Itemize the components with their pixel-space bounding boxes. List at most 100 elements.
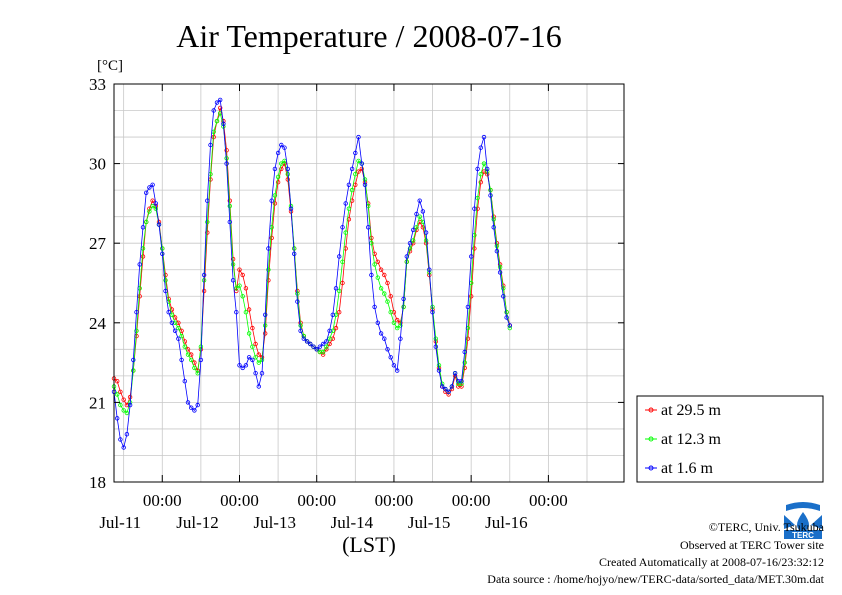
x-tick-date-label: Jul-16 — [485, 513, 528, 532]
series-point-at-1-6-m — [459, 379, 464, 384]
series-point-at-12-3-m — [169, 312, 175, 317]
series-point-at-12-3-m — [481, 161, 487, 166]
series-point-at-29-5-m — [375, 259, 380, 264]
series-point-at-1-6-m — [150, 182, 155, 187]
series-point-at-29-5-m — [269, 235, 274, 241]
series-point-at-1-6-m — [176, 336, 181, 341]
series-point-at-1-6-m — [378, 331, 384, 336]
series-point-at-12-3-m — [124, 410, 130, 416]
series-point-at-12-3-m — [324, 344, 329, 349]
series-point-at-1-6-m — [488, 193, 493, 198]
series-point-at-29-5-m — [356, 169, 361, 174]
series-point-at-1-6-m — [201, 272, 207, 278]
series-point-at-29-5-m — [385, 280, 390, 286]
series-point-at-1-6-m — [163, 288, 168, 294]
logo-wave-right-icon — [811, 515, 822, 529]
y-tick-label: 27 — [89, 234, 107, 253]
series-point-at-1-6-m — [452, 371, 458, 376]
x-tick-date-label: Jul-13 — [253, 513, 296, 532]
series-point-at-29-5-m — [456, 384, 461, 389]
series-point-at-29-5-m — [337, 310, 342, 315]
series-point-at-12-3-m — [295, 291, 300, 296]
series-point-at-29-5-m — [391, 310, 397, 315]
series-point-at-1-6-m — [246, 355, 252, 360]
series-point-at-29-5-m — [256, 352, 261, 357]
series-point-at-29-5-m — [243, 286, 249, 291]
series-point-at-12-3-m — [237, 283, 242, 288]
series-point-at-1-6-m — [314, 347, 319, 352]
series-point-at-12-3-m — [227, 203, 232, 209]
y-tick-label: 18 — [89, 473, 106, 492]
series-point-at-12-3-m — [398, 323, 403, 328]
series-point-at-29-5-m — [275, 179, 281, 185]
x-tick-time-label: 00:00 — [529, 491, 568, 510]
series-point-at-1-6-m — [192, 408, 197, 413]
series-point-at-12-3-m — [340, 259, 345, 264]
series-point-at-1-6-m — [185, 400, 191, 405]
series-point-at-1-6-m — [227, 219, 232, 225]
series-point-at-1-6-m — [266, 246, 271, 251]
series-point-at-29-5-m — [469, 294, 474, 299]
chart-title: Air Temperature / 2008-07-16 — [176, 18, 562, 54]
series-point-at-1-6-m — [494, 248, 500, 254]
series-point-at-12-3-m — [131, 368, 136, 373]
series-point-at-1-6-m — [269, 198, 274, 203]
series-point-at-12-3-m — [214, 118, 220, 124]
y-tick-label: 30 — [89, 155, 106, 174]
series-point-at-12-3-m — [317, 349, 323, 355]
credit-site: Observed at TERC Tower site — [680, 538, 824, 552]
series-point-at-1-6-m — [491, 225, 496, 230]
series-point-at-29-5-m — [279, 166, 284, 172]
series-point-at-1-6-m — [256, 384, 261, 389]
series-point-at-12-3-m — [205, 219, 210, 225]
logo-band — [784, 530, 822, 539]
series-point-at-1-6-m — [121, 445, 126, 450]
series-point-at-1-6-m — [401, 296, 406, 302]
series-point-at-1-6-m — [395, 368, 400, 373]
series-point-at-1-6-m — [504, 315, 509, 320]
logo-arc-icon — [786, 502, 820, 511]
series-point-at-1-6-m — [118, 437, 123, 442]
series-point-at-12-3-m — [147, 209, 152, 214]
series-point-at-1-6-m — [443, 386, 448, 392]
legend-label-at-29-5-m: at 29.5 m — [661, 402, 722, 419]
series-point-at-1-6-m — [385, 347, 390, 352]
series-point-at-1-6-m — [414, 211, 419, 217]
series-point-at-29-5-m — [472, 246, 477, 251]
series-point-at-29-5-m — [205, 230, 210, 235]
series-point-at-1-6-m — [282, 145, 287, 150]
series-point-at-12-3-m — [504, 310, 509, 315]
series-point-at-1-6-m — [423, 230, 429, 235]
series-point-at-12-3-m — [356, 158, 361, 164]
series-point-at-12-3-m — [459, 381, 464, 386]
series-point-at-12-3-m — [230, 262, 236, 267]
series-point-at-1-6-m — [333, 286, 339, 291]
series-point-at-29-5-m — [420, 225, 426, 230]
series-point-at-1-6-m — [272, 166, 278, 172]
series-point-at-12-3-m — [272, 193, 278, 198]
series-point-at-1-6-m — [279, 142, 284, 148]
series-point-at-12-3-m — [423, 238, 429, 243]
series-point-at-1-6-m — [404, 254, 409, 259]
axis-ticks: 18212427303300:00Jul-1100:00Jul-1200:00J… — [89, 75, 624, 532]
series-point-at-1-6-m — [420, 209, 426, 214]
series-point-at-1-6-m — [465, 304, 471, 310]
series-point-at-1-6-m — [475, 166, 480, 172]
series-point-at-1-6-m — [208, 142, 213, 148]
credit-copyright: ©TERC, Univ. Tsukuba — [709, 520, 825, 534]
x-tick-time-label: 00:00 — [220, 491, 259, 510]
series-point-at-29-5-m — [169, 307, 175, 312]
series-point-at-1-6-m — [478, 145, 483, 150]
series-point-at-29-5-m — [340, 280, 345, 286]
series-point-at-1-6-m — [411, 227, 416, 233]
series-point-at-1-6-m — [433, 344, 438, 349]
series-point-at-1-6-m — [304, 339, 310, 344]
series-point-at-1-6-m — [221, 121, 226, 126]
legend-marker-at-12-3-m — [648, 436, 654, 442]
series-point-at-1-6-m — [169, 320, 175, 325]
series-point-at-1-6-m — [497, 270, 503, 275]
series-point-at-1-6-m — [340, 225, 345, 230]
series-point-at-12-3-m — [491, 217, 496, 222]
logo-drop-icon — [797, 512, 809, 531]
y-tick-label: 33 — [89, 75, 106, 94]
